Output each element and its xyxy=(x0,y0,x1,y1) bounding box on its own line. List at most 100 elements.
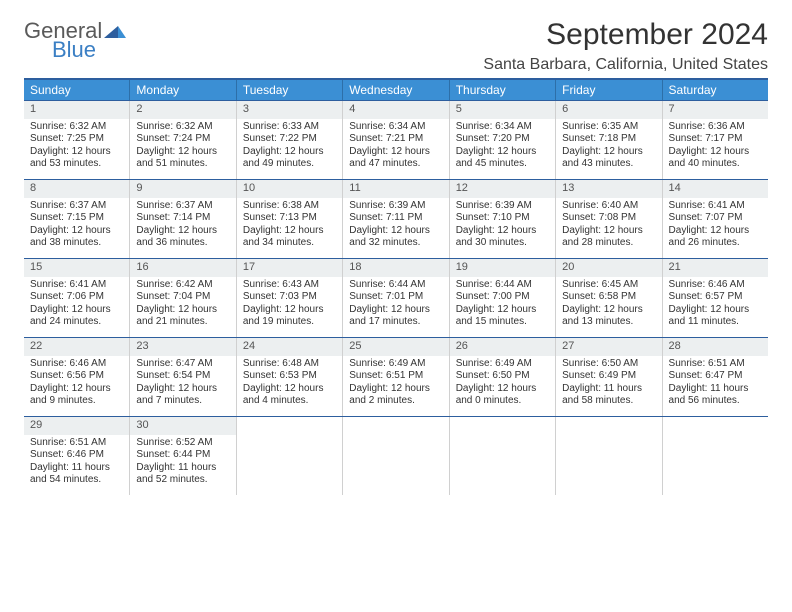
daylight-text: Daylight: 12 hours and 17 minutes. xyxy=(349,304,442,329)
sunset-text: Sunset: 6:47 PM xyxy=(669,370,762,383)
day-body: Sunrise: 6:43 AMSunset: 7:03 PMDaylight:… xyxy=(237,277,342,333)
sunset-text: Sunset: 7:17 PM xyxy=(669,133,762,146)
sunset-text: Sunset: 7:24 PM xyxy=(136,133,229,146)
sunset-text: Sunset: 6:54 PM xyxy=(136,370,229,383)
daylight-text: Daylight: 12 hours and 32 minutes. xyxy=(349,225,442,250)
day-cell: 21Sunrise: 6:46 AMSunset: 6:57 PMDayligh… xyxy=(663,259,768,337)
day-body: Sunrise: 6:44 AMSunset: 7:00 PMDaylight:… xyxy=(450,277,555,333)
sunrise-text: Sunrise: 6:35 AM xyxy=(562,121,655,134)
daylight-text: Daylight: 12 hours and 24 minutes. xyxy=(30,304,123,329)
sunset-text: Sunset: 7:04 PM xyxy=(136,291,229,304)
daylight-text: Daylight: 12 hours and 26 minutes. xyxy=(669,225,762,250)
day-header-sunday: Sunday xyxy=(24,80,130,100)
week-row: 8Sunrise: 6:37 AMSunset: 7:15 PMDaylight… xyxy=(24,179,768,258)
date-number: 24 xyxy=(237,338,342,356)
daylight-text: Daylight: 12 hours and 38 minutes. xyxy=(30,225,123,250)
daylight-text: Daylight: 12 hours and 28 minutes. xyxy=(562,225,655,250)
sunrise-text: Sunrise: 6:46 AM xyxy=(30,358,123,371)
sunset-text: Sunset: 7:03 PM xyxy=(243,291,336,304)
day-body: Sunrise: 6:36 AMSunset: 7:17 PMDaylight:… xyxy=(663,119,768,175)
sunrise-text: Sunrise: 6:39 AM xyxy=(456,200,549,213)
day-body: Sunrise: 6:46 AMSunset: 6:57 PMDaylight:… xyxy=(663,277,768,333)
sunset-text: Sunset: 6:58 PM xyxy=(562,291,655,304)
daylight-text: Daylight: 12 hours and 0 minutes. xyxy=(456,383,549,408)
day-cell: 17Sunrise: 6:43 AMSunset: 7:03 PMDayligh… xyxy=(237,259,343,337)
day-body: Sunrise: 6:42 AMSunset: 7:04 PMDaylight:… xyxy=(130,277,235,333)
title-block: September 2024 Santa Barbara, California… xyxy=(483,18,768,74)
date-number: 2 xyxy=(130,101,235,119)
day-cell: 24Sunrise: 6:48 AMSunset: 6:53 PMDayligh… xyxy=(237,338,343,416)
date-number: 29 xyxy=(24,417,129,435)
day-header-monday: Monday xyxy=(130,80,236,100)
day-cell xyxy=(663,417,768,495)
day-body: Sunrise: 6:52 AMSunset: 6:44 PMDaylight:… xyxy=(130,435,235,491)
day-cell: 6Sunrise: 6:35 AMSunset: 7:18 PMDaylight… xyxy=(556,101,662,179)
date-number: 10 xyxy=(237,180,342,198)
daylight-text: Daylight: 12 hours and 7 minutes. xyxy=(136,383,229,408)
day-body: Sunrise: 6:48 AMSunset: 6:53 PMDaylight:… xyxy=(237,356,342,412)
week-row: 29Sunrise: 6:51 AMSunset: 6:46 PMDayligh… xyxy=(24,416,768,495)
day-header-saturday: Saturday xyxy=(663,80,768,100)
sunrise-text: Sunrise: 6:48 AM xyxy=(243,358,336,371)
day-body: Sunrise: 6:34 AMSunset: 7:20 PMDaylight:… xyxy=(450,119,555,175)
day-cell: 16Sunrise: 6:42 AMSunset: 7:04 PMDayligh… xyxy=(130,259,236,337)
sunset-text: Sunset: 6:49 PM xyxy=(562,370,655,383)
sunset-text: Sunset: 6:53 PM xyxy=(243,370,336,383)
date-number: 26 xyxy=(450,338,555,356)
day-cell: 14Sunrise: 6:41 AMSunset: 7:07 PMDayligh… xyxy=(663,180,768,258)
date-number: 1 xyxy=(24,101,129,119)
sunrise-text: Sunrise: 6:42 AM xyxy=(136,279,229,292)
day-cell: 11Sunrise: 6:39 AMSunset: 7:11 PMDayligh… xyxy=(343,180,449,258)
sunrise-text: Sunrise: 6:50 AM xyxy=(562,358,655,371)
day-body: Sunrise: 6:41 AMSunset: 7:06 PMDaylight:… xyxy=(24,277,129,333)
day-cell: 28Sunrise: 6:51 AMSunset: 6:47 PMDayligh… xyxy=(663,338,768,416)
daylight-text: Daylight: 11 hours and 54 minutes. xyxy=(30,462,123,487)
day-body: Sunrise: 6:38 AMSunset: 7:13 PMDaylight:… xyxy=(237,198,342,254)
week-row: 1Sunrise: 6:32 AMSunset: 7:25 PMDaylight… xyxy=(24,100,768,179)
daylight-text: Daylight: 12 hours and 9 minutes. xyxy=(30,383,123,408)
sunrise-text: Sunrise: 6:51 AM xyxy=(30,437,123,450)
date-number: 5 xyxy=(450,101,555,119)
date-number: 4 xyxy=(343,101,448,119)
sunrise-text: Sunrise: 6:43 AM xyxy=(243,279,336,292)
sunset-text: Sunset: 7:25 PM xyxy=(30,133,123,146)
sunrise-text: Sunrise: 6:47 AM xyxy=(136,358,229,371)
sunrise-text: Sunrise: 6:34 AM xyxy=(349,121,442,134)
date-number: 6 xyxy=(556,101,661,119)
daylight-text: Daylight: 12 hours and 34 minutes. xyxy=(243,225,336,250)
day-body: Sunrise: 6:44 AMSunset: 7:01 PMDaylight:… xyxy=(343,277,448,333)
date-number: 18 xyxy=(343,259,448,277)
date-number: 22 xyxy=(24,338,129,356)
day-body: Sunrise: 6:41 AMSunset: 7:07 PMDaylight:… xyxy=(663,198,768,254)
sunrise-text: Sunrise: 6:49 AM xyxy=(456,358,549,371)
daylight-text: Daylight: 12 hours and 30 minutes. xyxy=(456,225,549,250)
sunrise-text: Sunrise: 6:45 AM xyxy=(562,279,655,292)
sunset-text: Sunset: 6:44 PM xyxy=(136,449,229,462)
date-number: 9 xyxy=(130,180,235,198)
month-title: September 2024 xyxy=(483,18,768,52)
sunrise-text: Sunrise: 6:46 AM xyxy=(669,279,762,292)
date-number: 30 xyxy=(130,417,235,435)
sunrise-text: Sunrise: 6:40 AM xyxy=(562,200,655,213)
sunrise-text: Sunrise: 6:34 AM xyxy=(456,121,549,134)
daylight-text: Daylight: 12 hours and 4 minutes. xyxy=(243,383,336,408)
daylight-text: Daylight: 11 hours and 56 minutes. xyxy=(669,383,762,408)
sunrise-text: Sunrise: 6:41 AM xyxy=(30,279,123,292)
sunset-text: Sunset: 7:15 PM xyxy=(30,212,123,225)
location-text: Santa Barbara, California, United States xyxy=(483,56,768,74)
logo-text: General Blue xyxy=(24,22,126,59)
day-body: Sunrise: 6:39 AMSunset: 7:10 PMDaylight:… xyxy=(450,198,555,254)
sunset-text: Sunset: 7:14 PM xyxy=(136,212,229,225)
sunset-text: Sunset: 6:51 PM xyxy=(349,370,442,383)
day-body: Sunrise: 6:39 AMSunset: 7:11 PMDaylight:… xyxy=(343,198,448,254)
daylight-text: Daylight: 12 hours and 11 minutes. xyxy=(669,304,762,329)
day-cell xyxy=(237,417,343,495)
day-cell: 29Sunrise: 6:51 AMSunset: 6:46 PMDayligh… xyxy=(24,417,130,495)
day-body: Sunrise: 6:34 AMSunset: 7:21 PMDaylight:… xyxy=(343,119,448,175)
daylight-text: Daylight: 12 hours and 49 minutes. xyxy=(243,146,336,171)
sunset-text: Sunset: 6:56 PM xyxy=(30,370,123,383)
daylight-text: Daylight: 12 hours and 43 minutes. xyxy=(562,146,655,171)
daylight-text: Daylight: 12 hours and 45 minutes. xyxy=(456,146,549,171)
sunrise-text: Sunrise: 6:44 AM xyxy=(456,279,549,292)
date-number: 28 xyxy=(663,338,768,356)
